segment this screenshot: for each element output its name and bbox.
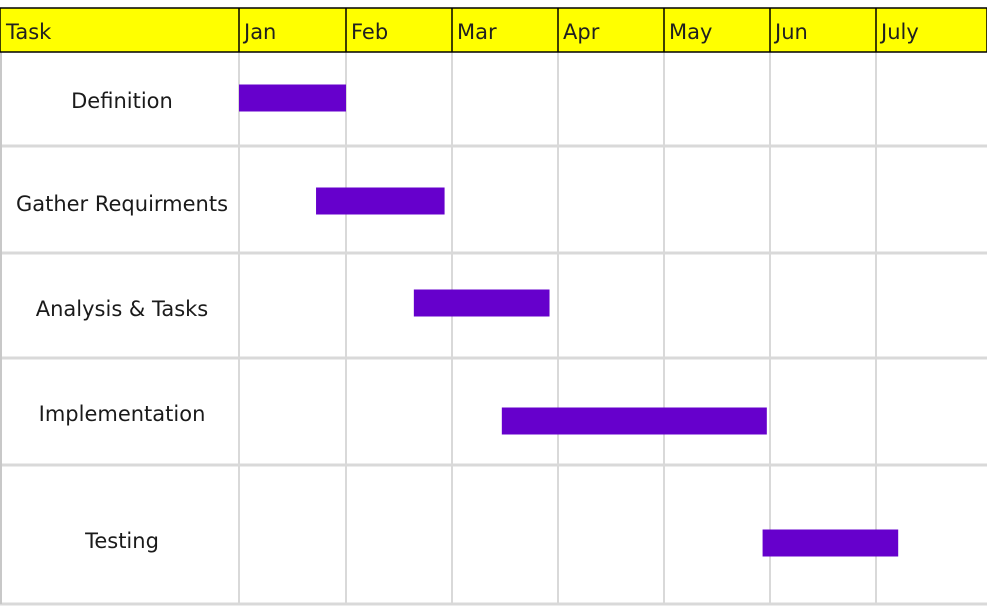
task-bar	[501, 407, 767, 435]
task-column-header: Task	[5, 20, 52, 44]
header-dividers	[238, 8, 877, 52]
row-grid	[0, 52, 987, 606]
month-label: Mar	[457, 20, 497, 44]
header-band	[0, 7, 987, 53]
task-bars	[239, 84, 899, 557]
month-label: May	[669, 20, 712, 44]
task-labels: Definition Gather Requirments Analysis & T…	[16, 89, 228, 553]
task-bar	[413, 289, 550, 317]
month-label: Jun	[773, 20, 808, 44]
month-label: July	[879, 20, 919, 44]
task-bar	[239, 84, 346, 112]
month-label: Feb	[351, 20, 388, 44]
task-bar	[762, 529, 899, 557]
task-label: Implementation	[39, 402, 206, 426]
task-label: Analysis & Tasks	[36, 297, 209, 321]
task-label: Testing	[84, 529, 159, 553]
month-label: Apr	[563, 20, 600, 44]
task-bar	[316, 187, 445, 215]
task-label: Gather Requirments	[16, 192, 228, 216]
month-header-labels: Jan Feb Mar Apr May Jun July	[242, 20, 919, 44]
task-label: Definition	[71, 89, 173, 113]
column-grid	[238, 52, 877, 604]
month-label: Jan	[242, 20, 276, 44]
